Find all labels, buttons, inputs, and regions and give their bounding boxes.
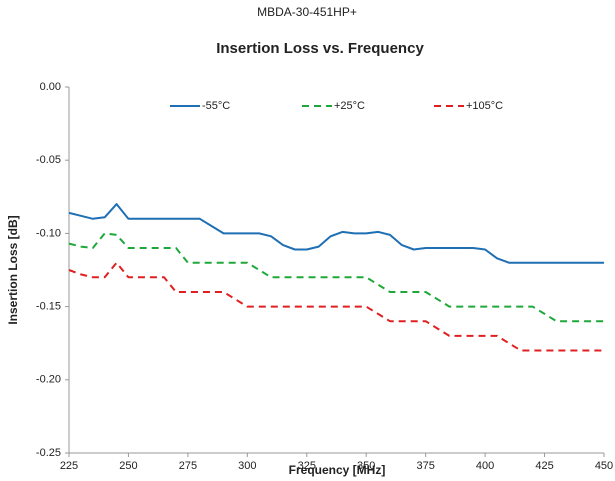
x-tick-label: 300 (238, 460, 256, 472)
x-axis-title: Frequency [MHz] (289, 463, 386, 477)
x-tick-label: 375 (416, 460, 434, 472)
y-tick-label: -0.20 (36, 374, 61, 386)
x-tick-label: 400 (476, 460, 494, 472)
legend-label: +105°C (466, 100, 503, 112)
series-line (68, 261, 604, 352)
chart-title: Insertion Loss vs. Frequency (216, 40, 424, 57)
x-tick-label: 225 (60, 460, 78, 472)
y-tick-label: -0.10 (36, 227, 61, 239)
chart-supertitle: MBDA-30-451HP+ (257, 5, 357, 19)
x-tick-label: 350 (357, 460, 375, 472)
y-tick-label: -0.05 (36, 154, 61, 166)
x-tick-label: 450 (595, 460, 613, 472)
y-tick-label: 0.00 (40, 81, 61, 93)
series-line (68, 203, 604, 264)
y-axis-title: Insertion Loss [dB] (6, 215, 20, 324)
legend-label: -55°C (202, 100, 230, 112)
y-tick-label: -0.25 (36, 447, 61, 459)
x-tick-label: 325 (298, 460, 316, 472)
x-tick-label: 250 (119, 460, 137, 472)
x-tick-label: 425 (535, 460, 553, 472)
legend-label: +25°C (334, 100, 365, 112)
y-tick-label: -0.15 (36, 301, 61, 313)
series-line (68, 232, 604, 323)
x-tick-label: 275 (179, 460, 197, 472)
